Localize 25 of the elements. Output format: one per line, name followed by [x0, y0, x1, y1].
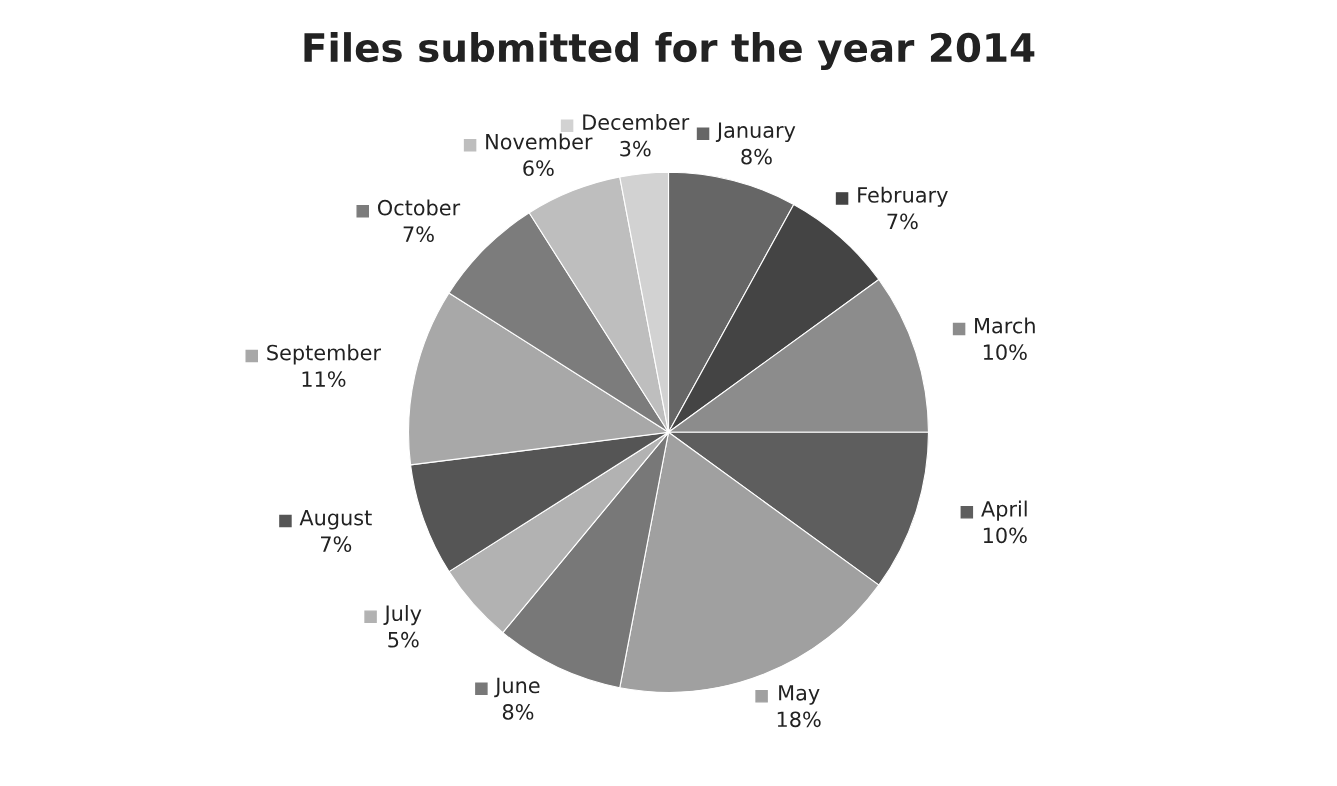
chart-title: Files submitted for the year 2014 — [304, 32, 1035, 71]
legend-label: December — [583, 113, 690, 131]
data-label: 7% — [403, 226, 434, 243]
data-label: 6% — [523, 160, 554, 177]
data-label: 18% — [777, 711, 821, 728]
legend-label: August — [299, 510, 372, 530]
data-label: 5% — [388, 631, 419, 648]
legend-label: February — [858, 186, 948, 207]
legend-label: July — [383, 604, 422, 626]
data-label: 10% — [983, 344, 1027, 361]
data-label: 10% — [983, 527, 1027, 544]
legend-label: April — [981, 500, 1027, 521]
data-label: 11% — [302, 371, 346, 387]
data-label: 7% — [321, 536, 352, 552]
legend-label: March — [975, 317, 1035, 334]
data-label: 8% — [502, 704, 534, 720]
legend-label: September — [267, 344, 382, 365]
legend-label: May — [779, 685, 820, 705]
legend-label: October — [377, 199, 461, 216]
data-label: 7% — [887, 213, 918, 230]
legend-label: January — [715, 122, 796, 143]
legend-label: June — [494, 677, 540, 698]
data-label: 3% — [620, 140, 651, 157]
data-label: 8% — [741, 148, 772, 165]
legend-label: November — [486, 133, 593, 150]
